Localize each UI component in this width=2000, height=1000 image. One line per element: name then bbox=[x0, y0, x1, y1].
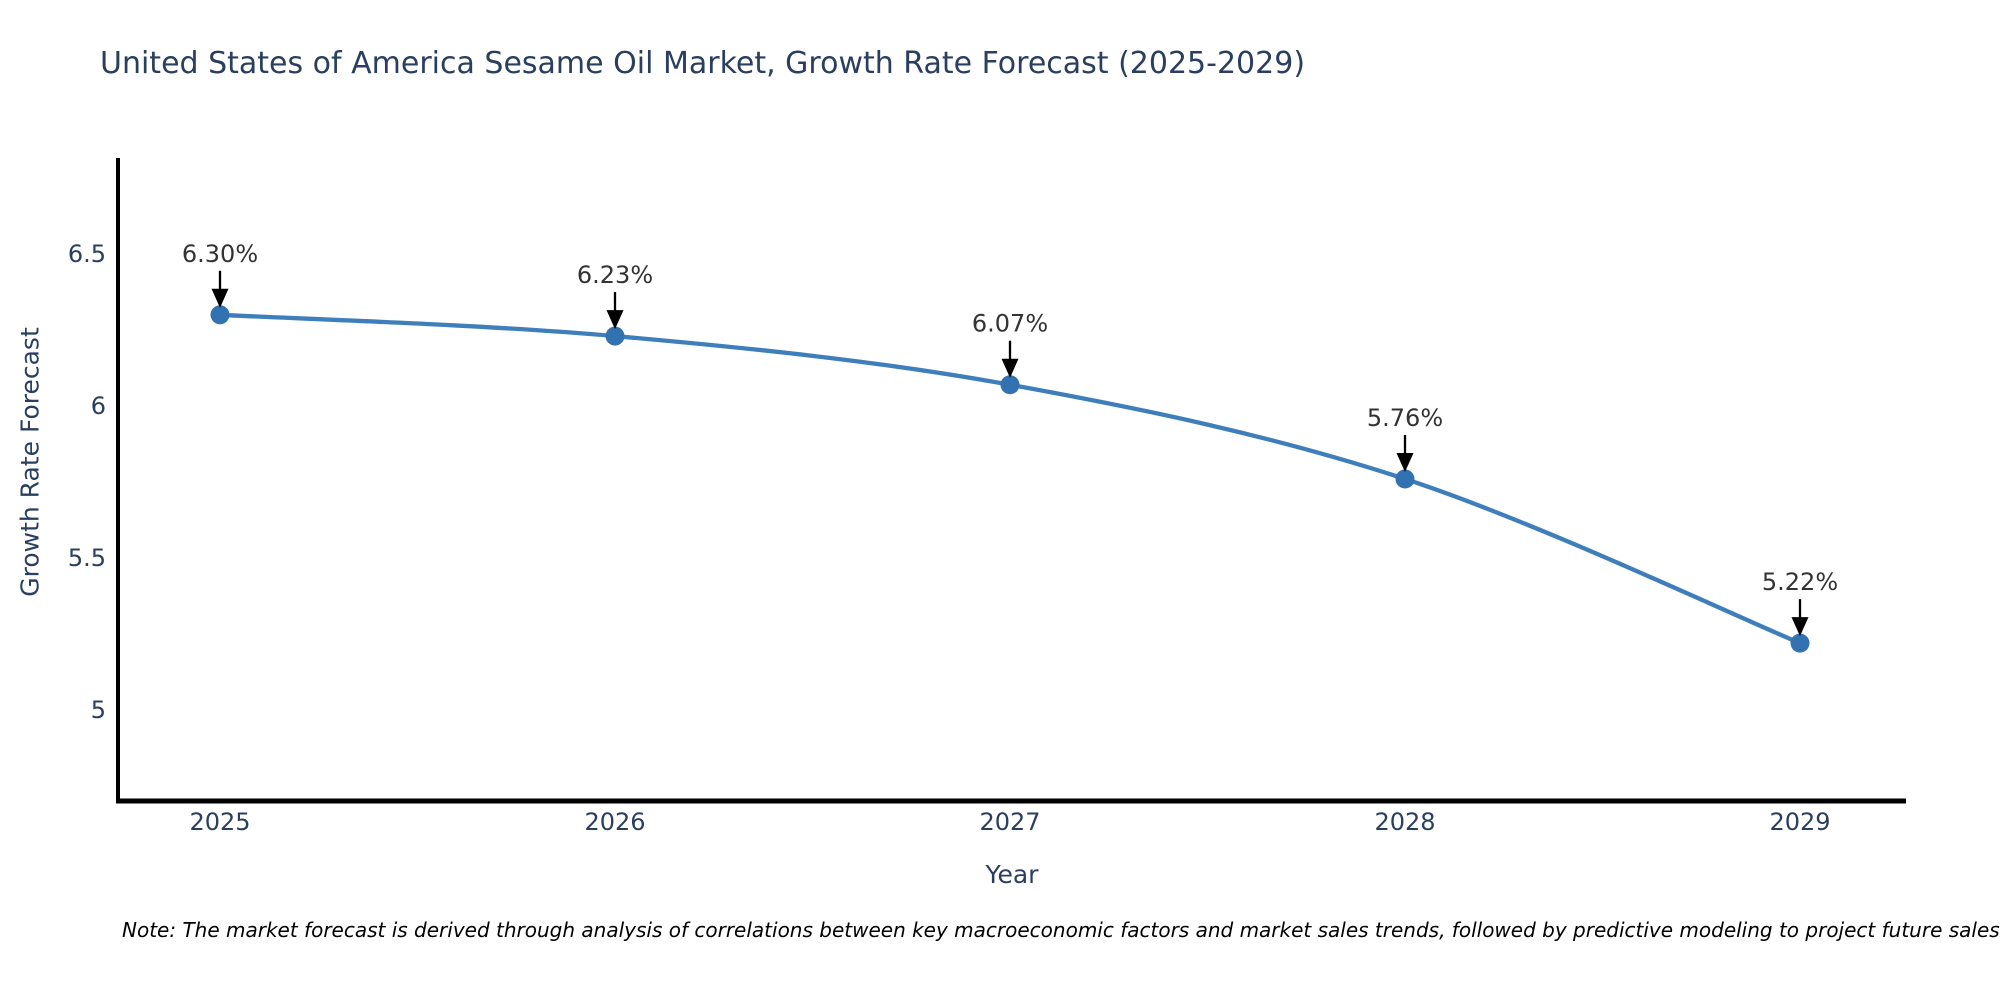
annotation-label: 6.07% bbox=[972, 310, 1048, 338]
x-tick-label: 2027 bbox=[979, 808, 1040, 836]
y-tick-label: 6.5 bbox=[68, 240, 106, 268]
x-tick-label: 2029 bbox=[1769, 808, 1830, 836]
annotation-label: 6.30% bbox=[182, 240, 258, 268]
chart-title: United States of America Sesame Oil Mark… bbox=[100, 46, 1306, 81]
data-point-marker bbox=[1790, 633, 1810, 653]
y-tick-label: 5 bbox=[91, 696, 106, 724]
data-point-marker bbox=[1000, 375, 1020, 395]
x-tick-label: 2026 bbox=[584, 808, 645, 836]
y-axis-title: Growth Rate Forecast bbox=[15, 327, 45, 597]
y-tick-label: 6 bbox=[91, 392, 106, 420]
footnote: Note: The market forecast is derived thr… bbox=[122, 918, 2000, 942]
annotation-arrowhead bbox=[1001, 358, 1019, 378]
x-tick-label: 2025 bbox=[189, 808, 250, 836]
annotation-label: 5.22% bbox=[1762, 568, 1838, 596]
annotation-arrowhead bbox=[1791, 617, 1809, 637]
annotation-arrowhead bbox=[1396, 452, 1414, 472]
x-axis-title: Year bbox=[985, 860, 1039, 889]
x-tick-label: 2028 bbox=[1374, 808, 1435, 836]
y-tick-label: 5.5 bbox=[68, 544, 106, 572]
annotation-label: 5.76% bbox=[1367, 404, 1443, 432]
data-point-marker bbox=[605, 326, 625, 346]
annotation-arrowhead bbox=[211, 288, 229, 308]
data-point-marker bbox=[210, 305, 230, 325]
annotation-arrowhead bbox=[606, 310, 624, 330]
data-point-marker bbox=[1395, 469, 1415, 489]
annotation-label: 6.23% bbox=[577, 261, 653, 289]
